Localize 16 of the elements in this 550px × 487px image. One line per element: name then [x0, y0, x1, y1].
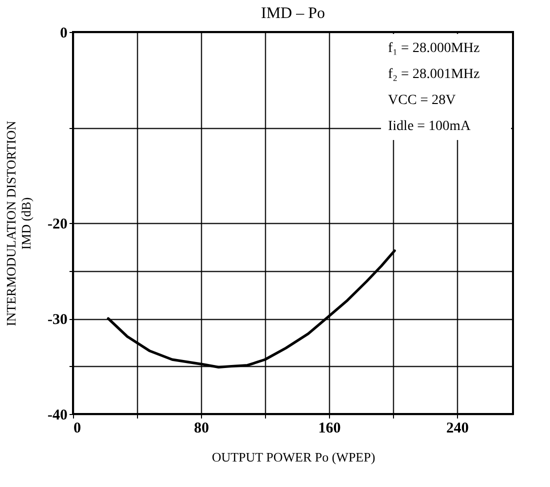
x-tick-label: 240: [446, 420, 469, 436]
annotation: VCC = 28V: [388, 93, 456, 108]
x-axis-title: OUTPUT POWER Po (WPEP): [212, 450, 376, 464]
y-tick-label: -30: [48, 312, 68, 328]
x-tick-label: 80: [194, 420, 209, 436]
text: INTERMODULATION DISTORTION: [4, 120, 19, 326]
x-tick-label: 160: [318, 420, 341, 436]
annotation: f₂ = 28.001MHz: [388, 67, 480, 82]
text: IMD (dB): [18, 197, 34, 250]
y-tick-label: 0: [60, 26, 68, 42]
x-tick-label: 0: [74, 420, 81, 436]
annotation: Iidle = 100mA: [388, 119, 472, 134]
y-tick-label: -20: [48, 216, 68, 232]
chart-title: IMD – Po: [260, 5, 326, 22]
y-tick-label: -40: [48, 408, 68, 424]
annotation: f₁ = 28.000MHz: [388, 41, 480, 56]
